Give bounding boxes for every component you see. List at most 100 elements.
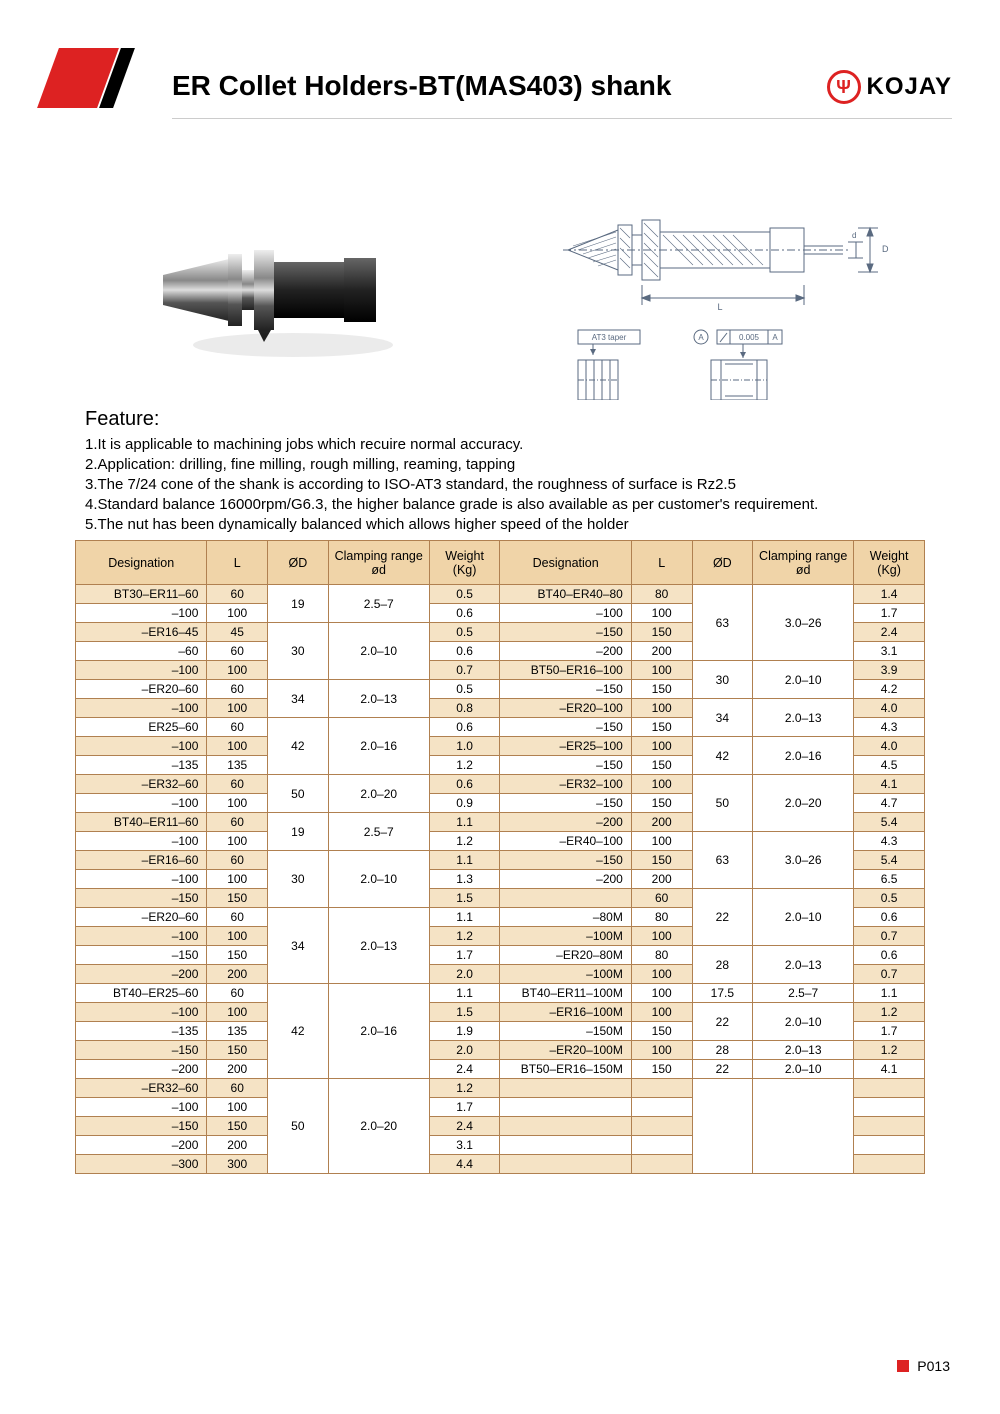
cell-designation: –200 xyxy=(76,965,207,984)
cell-designation: –ER32–100 xyxy=(500,775,631,794)
cell-weight: 0.6 xyxy=(429,718,500,737)
cell-designation: –135 xyxy=(76,756,207,775)
cell-designation xyxy=(500,1079,631,1098)
cell-designation: –ER20–60 xyxy=(76,680,207,699)
table-row: –1501501.7–ER20–80M80282.0–130.6 xyxy=(76,946,925,965)
cell-weight: 0.7 xyxy=(854,927,925,946)
cell-L: 100 xyxy=(631,661,692,680)
cell-weight: 4.3 xyxy=(854,832,925,851)
cell-weight: 1.7 xyxy=(854,604,925,623)
cell-designation: BT50–ER16–100 xyxy=(500,661,631,680)
table-header: Weight(Kg) xyxy=(854,541,925,585)
cell-L: 100 xyxy=(207,1098,268,1117)
table-header: Clamping rangeød xyxy=(753,541,854,585)
cell-weight: 2.0 xyxy=(429,965,500,984)
cell-L xyxy=(631,1079,692,1098)
cell-designation: –100 xyxy=(500,604,631,623)
cell-range: 2.0–13 xyxy=(753,946,854,984)
cell-OD: 42 xyxy=(692,737,753,775)
cell-weight xyxy=(854,1136,925,1155)
cell-designation: –100 xyxy=(76,737,207,756)
cell-weight: 5.4 xyxy=(854,813,925,832)
cell-weight: 1.2 xyxy=(854,1003,925,1022)
cell-OD: 42 xyxy=(268,984,329,1079)
cell-L: 200 xyxy=(631,870,692,889)
cell-weight: 4.1 xyxy=(854,1060,925,1079)
cell-weight: 2.0 xyxy=(429,1041,500,1060)
cell-range: 2.0–13 xyxy=(328,908,429,984)
spec-table-container: DesignationLØDClamping rangeødWeight(Kg)… xyxy=(75,540,925,1174)
cell-weight xyxy=(854,1117,925,1136)
header-divider xyxy=(172,118,952,119)
cell-weight xyxy=(854,1155,925,1174)
cell-designation: –ER32–60 xyxy=(76,1079,207,1098)
cell-designation: –100 xyxy=(76,794,207,813)
cell-L: 60 xyxy=(207,908,268,927)
cell-L: 100 xyxy=(631,965,692,984)
table-row: BT30–ER11–6060192.5–70.5BT40–ER40–808063… xyxy=(76,585,925,604)
table-row: –1001000.8–ER20–100100342.0–134.0 xyxy=(76,699,925,718)
cell-designation: –ER20–60 xyxy=(76,908,207,927)
cell-weight: 4.0 xyxy=(854,737,925,756)
table-header: Clamping rangeød xyxy=(328,541,429,585)
cell-L xyxy=(631,1155,692,1174)
table-row: –1501501.560222.0–100.5 xyxy=(76,889,925,908)
cell-weight: 0.6 xyxy=(854,946,925,965)
cell-designation: BT40–ER11–100M xyxy=(500,984,631,1003)
cell-L: 60 xyxy=(207,718,268,737)
cell-L: 150 xyxy=(207,1117,268,1136)
cell-L: 60 xyxy=(207,642,268,661)
table-row: –2002002.4BT50–ER16–150M150222.0–104.1 xyxy=(76,1060,925,1079)
cell-designation: –ER16–45 xyxy=(76,623,207,642)
cell-OD: 63 xyxy=(692,585,753,661)
cell-designation: –150 xyxy=(76,1041,207,1060)
cell-L: 60 xyxy=(207,984,268,1003)
cell-OD: 22 xyxy=(692,1003,753,1041)
cell-L: 150 xyxy=(207,889,268,908)
cell-L: 100 xyxy=(207,604,268,623)
table-header: Weight(Kg) xyxy=(429,541,500,585)
cell-L: 100 xyxy=(631,775,692,794)
cell-OD: 30 xyxy=(268,851,329,908)
cell-weight: 0.6 xyxy=(429,642,500,661)
cell-weight: 2.4 xyxy=(854,623,925,642)
cell-designation: BT40–ER11–60 xyxy=(76,813,207,832)
brand-logo: Ψ KOJAY xyxy=(827,70,952,104)
table-header: L xyxy=(207,541,268,585)
page-header: ER Collet Holders-BT(MAS403) shank Ψ KOJ… xyxy=(0,0,1000,120)
cell-weight: 0.6 xyxy=(429,775,500,794)
cell-weight: 0.8 xyxy=(429,699,500,718)
table-row: –1501502.0–ER20–100M100282.0–131.2 xyxy=(76,1041,925,1060)
cell-weight: 4.4 xyxy=(429,1155,500,1174)
feature-section: Feature: 1.It is applicable to machining… xyxy=(85,408,915,535)
cell-weight: 0.5 xyxy=(429,585,500,604)
cell-weight: 1.1 xyxy=(854,984,925,1003)
svg-text:A: A xyxy=(698,333,704,342)
product-photo xyxy=(85,175,480,405)
cell-designation: –60 xyxy=(76,642,207,661)
cell-range: 2.0–10 xyxy=(753,661,854,699)
feature-line: 3.The 7/24 cone of the shank is accordin… xyxy=(85,475,915,495)
cell-L: 100 xyxy=(631,927,692,946)
cell-designation: –200 xyxy=(500,813,631,832)
cell-weight xyxy=(854,1079,925,1098)
cell-weight: 0.7 xyxy=(429,661,500,680)
table-row: –1001001.2–ER40–100100633.0–264.3 xyxy=(76,832,925,851)
cell-weight: 0.9 xyxy=(429,794,500,813)
cell-L: 100 xyxy=(631,604,692,623)
cell-L: 135 xyxy=(207,756,268,775)
cell-L: 100 xyxy=(207,737,268,756)
cell-designation: –ER16–60 xyxy=(76,851,207,870)
cell-weight: 1.7 xyxy=(854,1022,925,1041)
cell-weight: 4.3 xyxy=(854,718,925,737)
cell-OD: 42 xyxy=(268,718,329,775)
cell-weight: 4.0 xyxy=(854,699,925,718)
cell-L: 60 xyxy=(207,813,268,832)
table-row: BT40–ER25–6060422.0–161.1BT40–ER11–100M1… xyxy=(76,984,925,1003)
cell-weight: 2.4 xyxy=(429,1117,500,1136)
cell-L: 300 xyxy=(207,1155,268,1174)
cell-designation xyxy=(500,1117,631,1136)
cell-designation: –150M xyxy=(500,1022,631,1041)
cell-L: 100 xyxy=(207,661,268,680)
page-title: ER Collet Holders-BT(MAS403) shank xyxy=(172,70,671,102)
